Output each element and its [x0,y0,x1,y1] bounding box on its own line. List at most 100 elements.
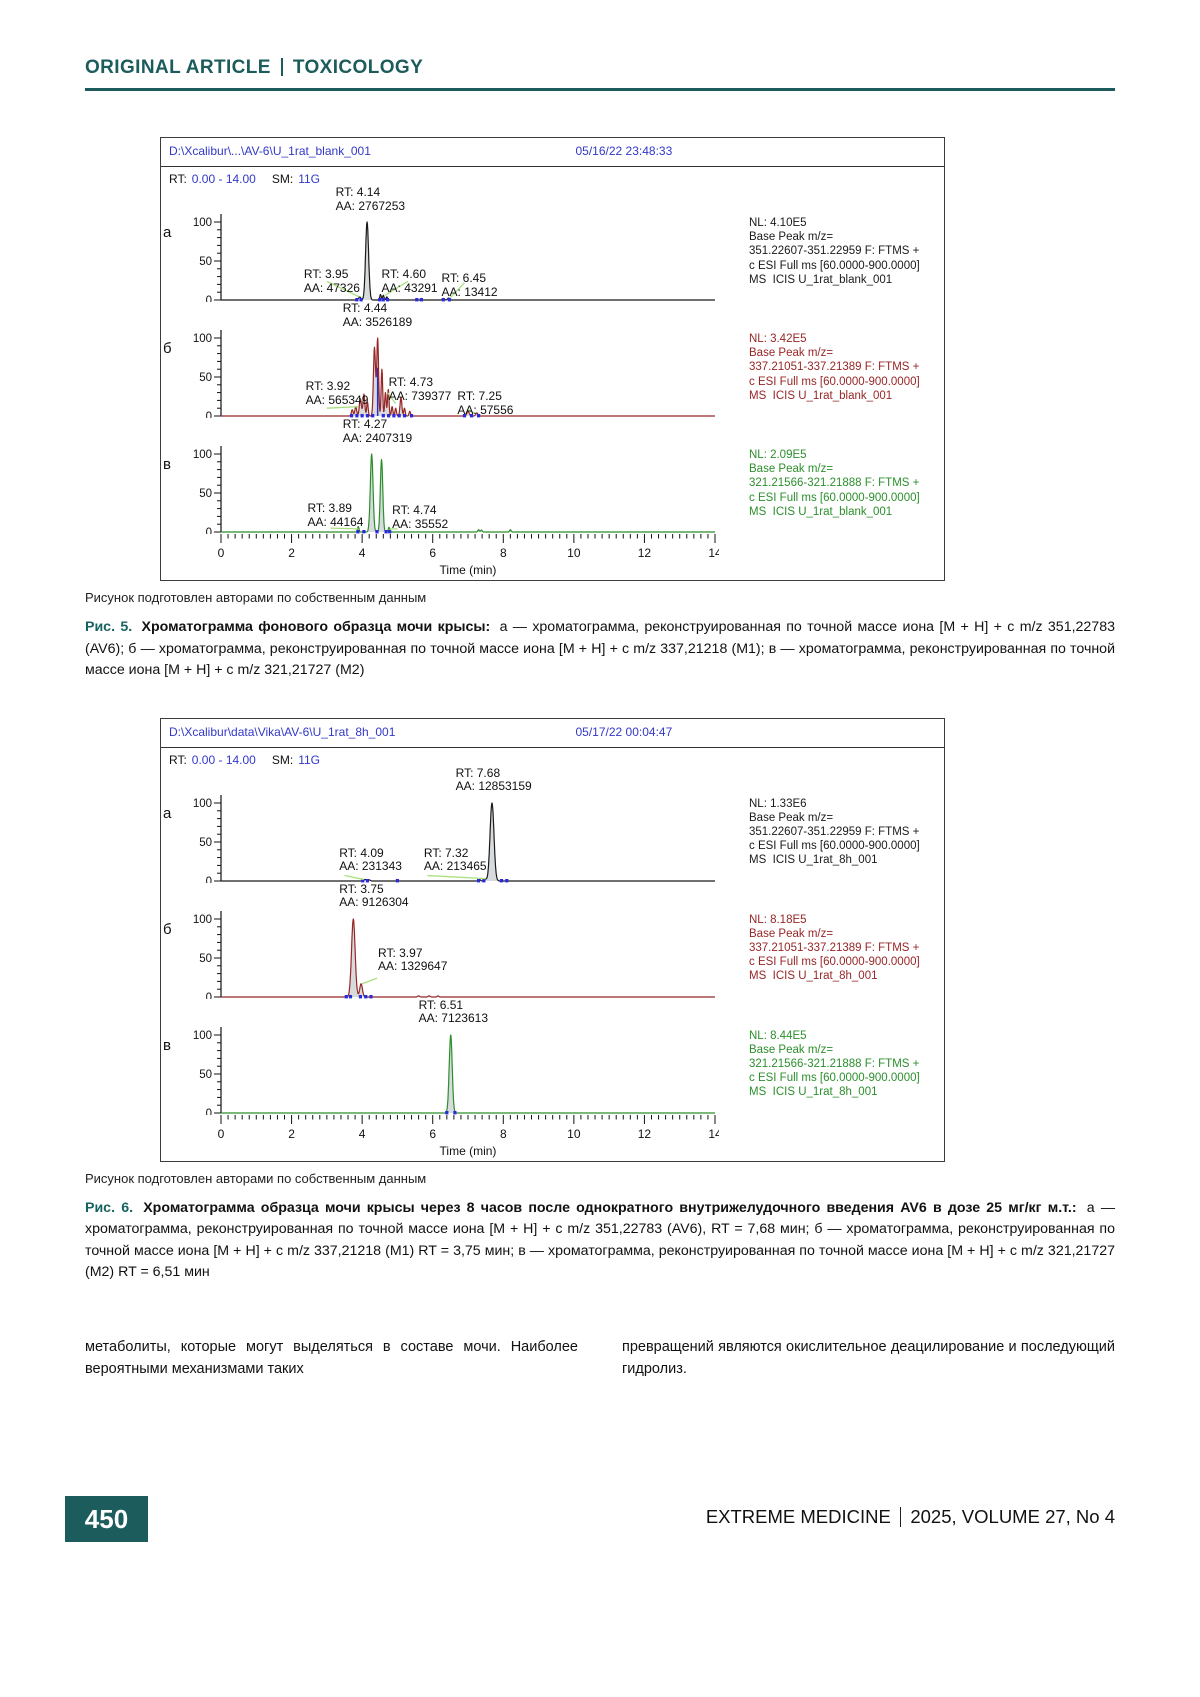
peak-annotation: RT: 4.27 AA: 2407319 [343,417,412,445]
svg-text:2: 2 [288,1127,295,1141]
nl-line: MS ICIS U_1rat_blank_001 [749,273,893,286]
chromatogram-panel: в 100 50 0 RT: 4.27 AA: 2407319 RT: 3.89 AA: 44… [161,417,944,534]
annotation-line: AA: 565349 [305,392,369,407]
nl-line: Base Peak m/z= [749,811,834,824]
chromatogram-plot: 100 50 0 [193,214,716,302]
svg-text:10: 10 [567,546,581,560]
figure5-rt-sm-line: RT: 0.00 - 14.00 SM: 11G [161,167,944,186]
article-header: ORIGINAL ARTICLE TOXICOLOGY [85,57,1115,91]
svg-text:10: 10 [567,1127,581,1141]
scan-header-info: NL: 1.33E6 Base Peak m/z= 351.22607-351.22… [739,767,944,883]
nl-line: NL: 8.18E5 [749,913,807,926]
panel-letter: б [163,920,172,938]
nl-line: c ESI Full ms [60.0000-900.0000] [749,491,920,504]
chromatogram-plot-area: в 100 50 0 RT: 6.51 AA: 7123613 [161,998,739,1115]
peak-annotation: RT: 3.95 AA: 47326 [303,267,360,295]
body-text-column-left: метаболиты, которые могут выделяться в с… [85,1338,578,1377]
peak-annotation: RT: 4.14 AA: 2767253 [335,185,405,213]
chromatogram-plot: 100 50 0 [193,446,716,534]
annotation-line: RT: 4.73 [388,375,434,389]
nl-line: MS ICIS U_1rat_8h_001 [749,970,878,983]
panel-letter: в [163,456,171,473]
time-axis-plot: 0 2 4 6 8 10 12 14 Time (min) [218,1114,722,1158]
sm-label: SM: [271,172,294,186]
peak-annotation: RT: 3.97 AA: 1329647 [378,945,447,974]
annotation-line: RT: 6.45 [441,271,487,285]
annotation-line: RT: 7.68 [455,765,501,780]
annotation-line: AA: 43291 [381,280,438,295]
sm-label: SM: [271,752,294,767]
peak-annotation: RT: 3.89 AA: 44164 [307,501,363,529]
sm-value: 11G [298,752,320,767]
svg-text:0: 0 [206,295,212,302]
peak-annotation: RT: 4.60 AA: 43291 [381,267,438,295]
peak-annotation: RT: 4.73 AA: 739377 [388,375,452,403]
peak-annotation: RT: 4.09 AA: 231343 [339,845,402,874]
nl-line: 351.22607-351.22959 F: FTMS + [749,245,920,258]
svg-text:100: 100 [193,914,212,926]
panel-letter: б [163,340,172,357]
figure6-caption-text: а — хроматограмма, реконструированная по… [85,1199,1116,1281]
annotation-line: RT: 3.95 [303,267,349,281]
figure5-caption-title: Хроматограмма фонового образца мочи крыс… [141,619,491,635]
svg-text:50: 50 [199,256,212,268]
svg-text:100: 100 [193,217,212,229]
chromatogram-plot-area: а 100 50 0 RT: 7.68 AA: 12853159 RT: 4.09 AA: 2… [161,765,739,883]
panel-letter: в [163,1036,171,1054]
annotation-line: RT: 4.14 [335,185,381,199]
annotation-line: AA: 739377 [388,388,452,403]
chromatogram-panel: а 100 50 0 RT: 4.14 AA: 2767253 RT: 3.95 AA: 47… [161,185,944,302]
peak-annotation: RT: 3.92 AA: 565349 [305,379,369,407]
figure6-block: D:\Xcalibur\data\Vika\AV-6\U_1rat_8h_001… [85,717,1116,1284]
nl-line: MS ICIS U_1rat_blank_001 [749,505,893,518]
nl-line: Base Peak m/z= [749,231,834,244]
panel-letter: а [163,224,172,241]
file-path: D:\Xcalibur\...\AV-6\U_1rat_blank_001 [169,144,371,158]
annotation-line: AA: 3526189 [342,314,413,329]
annotation-line: RT: 4.09 [339,845,384,860]
body-text-columns: метаболиты, которые могут выделяться в с… [85,1336,1115,1380]
chromatogram-plot: 100 50 0 [193,1026,716,1115]
file-path: D:\Xcalibur\data\Vika\AV-6\U_1rat_8h_001 [169,724,396,739]
chromatogram-plot: 100 50 0 [193,910,716,999]
journal-line: EXTREME MEDICINE 2025, VOLUME 27, No 4 [706,1506,1115,1528]
scan-header-info: NL: 4.10E5 Base Peak m/z= 351.22607-351.22… [739,186,944,302]
figure6-time-axis: 0 2 4 6 8 10 12 14 Time (min) [161,1114,944,1161]
figure5-time-axis: 0 2 4 6 8 10 12 14 Time (min) [161,534,944,580]
annotation-line: RT: 7.25 [457,389,502,403]
annotation-line: RT: 3.92 [305,379,351,393]
nl-line: Base Peak m/z= [749,1043,834,1056]
svg-text:0: 0 [206,876,212,883]
nl-line: NL: 2.09E5 [749,449,807,461]
svg-text:Time (min): Time (min) [440,1144,497,1158]
annotation-line: RT: 4.44 [342,301,388,315]
nl-line: 321.21566-321.21888 F: FTMS + [749,1057,920,1070]
figure6-panels: а 100 50 0 RT: 7.68 AA: 12853159 RT: 4.09 AA: 2… [161,765,944,1115]
nl-line: c ESI Full ms [60.0000-900.0000] [749,956,920,969]
time-axis-plot: 0 2 4 6 8 10 12 14 Time (min) [218,534,722,577]
svg-text:50: 50 [199,488,212,500]
svg-text:2: 2 [288,546,295,560]
nl-line: c ESI Full ms [60.0000-900.0000] [749,1072,920,1085]
chromatogram-plot: 100 50 0 [193,794,716,883]
svg-text:4: 4 [359,546,366,560]
chromatogram-plot-area: а 100 50 0 RT: 4.14 AA: 2767253 RT: 3.95 AA: 47… [161,185,739,302]
nl-line: MS ICIS U_1rat_8h_001 [749,854,878,867]
journal-name: EXTREME MEDICINE [705,1506,891,1527]
nl-line: 337.21051-337.21389 F: FTMS + [749,361,920,374]
svg-text:6: 6 [429,1127,436,1141]
nl-line: Base Peak m/z= [749,927,834,940]
svg-text:50: 50 [199,953,212,965]
svg-text:0: 0 [218,1127,225,1141]
page-number: 450 [65,1496,148,1542]
nl-line: MS ICIS U_1rat_8h_001 [749,1086,878,1099]
journal-divider [899,1507,902,1527]
figure6-chromatogram-box: D:\Xcalibur\data\Vika\AV-6\U_1rat_8h_001… [160,717,945,1162]
annotation-line: RT: 3.97 [378,945,423,960]
scan-header-info: NL: 8.18E5 Base Peak m/z= 337.21051-337.21… [739,883,944,999]
annotation-line: RT: 4.60 [381,267,427,281]
svg-text:50: 50 [199,837,212,849]
svg-text:6: 6 [429,546,436,560]
scan-header-info: NL: 8.44E5 Base Peak m/z= 321.21566-321.21… [739,999,944,1115]
